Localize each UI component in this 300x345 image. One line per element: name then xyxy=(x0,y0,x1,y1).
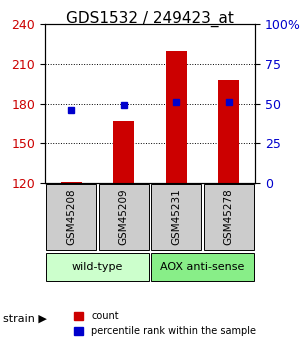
FancyBboxPatch shape xyxy=(46,184,97,250)
Text: AOX anti-sense: AOX anti-sense xyxy=(160,262,245,272)
Bar xyxy=(61,182,82,183)
FancyBboxPatch shape xyxy=(151,184,202,250)
Text: wild-type: wild-type xyxy=(72,262,123,272)
FancyBboxPatch shape xyxy=(151,253,254,281)
Legend: count, percentile rank within the sample: count, percentile rank within the sample xyxy=(70,307,260,340)
Text: GSM45208: GSM45208 xyxy=(66,189,76,245)
Text: GSM45231: GSM45231 xyxy=(171,189,181,245)
Bar xyxy=(113,121,134,183)
Text: strain ▶: strain ▶ xyxy=(3,314,47,324)
Text: GSM45209: GSM45209 xyxy=(119,189,129,245)
Bar xyxy=(166,51,187,183)
Text: GDS1532 / 249423_at: GDS1532 / 249423_at xyxy=(66,10,234,27)
FancyBboxPatch shape xyxy=(204,184,254,250)
FancyBboxPatch shape xyxy=(98,184,149,250)
Text: GSM45278: GSM45278 xyxy=(224,189,234,245)
FancyBboxPatch shape xyxy=(46,253,149,281)
Bar xyxy=(218,80,239,183)
